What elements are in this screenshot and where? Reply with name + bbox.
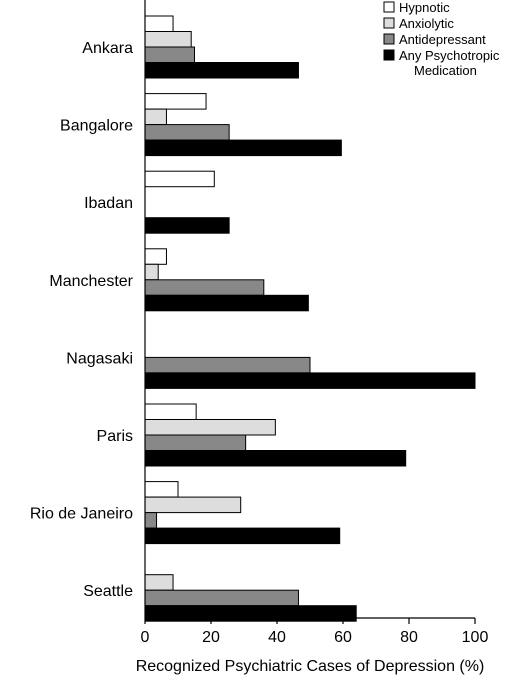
- bar-ankara-hypnotic: [144, 15, 174, 32]
- category-label: Seattle: [83, 583, 133, 600]
- x-tick-label: 40: [268, 629, 286, 646]
- bar-bangalore-any: [144, 139, 342, 157]
- legend-swatch: [383, 17, 395, 29]
- bar-seattle-antidepressant: [144, 589, 299, 607]
- bar-paris-antidepressant: [144, 434, 247, 451]
- legend-label: Antidepressant: [399, 32, 486, 47]
- bar-paris-hypnotic: [144, 403, 197, 420]
- x-ticks: 0 20 40 60 80 100: [141, 618, 489, 646]
- bar-bangalore-hypnotic: [144, 93, 207, 110]
- category-label: Rio de Janeiro: [30, 506, 133, 523]
- legend-swatch: [383, 49, 395, 61]
- bar-rio-de-janeiro-hypnotic: [144, 481, 179, 498]
- category-label: Manchester: [49, 273, 133, 290]
- bar-seattle-any: [144, 605, 357, 622]
- bar-ibadan-hypnotic: [144, 170, 215, 188]
- x-tick-label: 0: [141, 629, 150, 646]
- category-labels: Ankara Bangalore Ibadan Manchester Nagasaki P…: [30, 40, 134, 600]
- bar-seattle-anxiolytic: [144, 574, 174, 591]
- bar-manchester-anxiolytic: [144, 263, 159, 281]
- category-label: Ankara: [82, 40, 133, 57]
- bar-ankara-any: [144, 62, 299, 79]
- x-tick-label: 20: [202, 629, 220, 646]
- x-tick-label: 100: [462, 629, 489, 646]
- x-tick-label: 60: [334, 629, 352, 646]
- category-label: Paris: [97, 428, 133, 445]
- x-tick-label: 80: [400, 629, 418, 646]
- bar-paris-anxiolytic: [144, 419, 276, 436]
- legend-label: Any Psychotropic Medication: [399, 48, 500, 78]
- category-label: Bangalore: [60, 118, 133, 135]
- bar-rio-de-janeiro-antidepressant: [144, 512, 158, 529]
- bar-bangalore-antidepressant: [144, 124, 230, 141]
- category-label: Nagasaki: [66, 350, 133, 367]
- bar-ankara-anxiolytic: [144, 31, 192, 48]
- legend-swatch: [383, 1, 395, 13]
- bar-manchester-antidepressant: [144, 279, 265, 296]
- category-label: Ibadan: [84, 195, 133, 212]
- bar-rio-de-janeiro-any: [144, 527, 341, 545]
- x-axis-label: Recognized Psychiatric Cases of Depressi…: [136, 658, 485, 675]
- bar-ankara-antidepressant: [144, 46, 195, 63]
- bar-ibadan-any: [144, 217, 230, 234]
- legend-label: Hypnotic: [399, 0, 450, 15]
- bars-layer: [144, 15, 476, 622]
- legend-label: Anxiolytic: [399, 16, 454, 31]
- bar-paris-any: [144, 450, 407, 467]
- bar-nagasaki-any: [144, 372, 476, 389]
- bar-manchester-hypnotic: [144, 248, 167, 265]
- bar-rio-de-janeiro-anxiolytic: [144, 496, 242, 514]
- bar-bangalore-anxiolytic: [144, 108, 167, 126]
- bar-manchester-any: [144, 294, 309, 312]
- legend-swatch: [383, 33, 395, 45]
- bar-nagasaki-antidepressant: [144, 356, 311, 374]
